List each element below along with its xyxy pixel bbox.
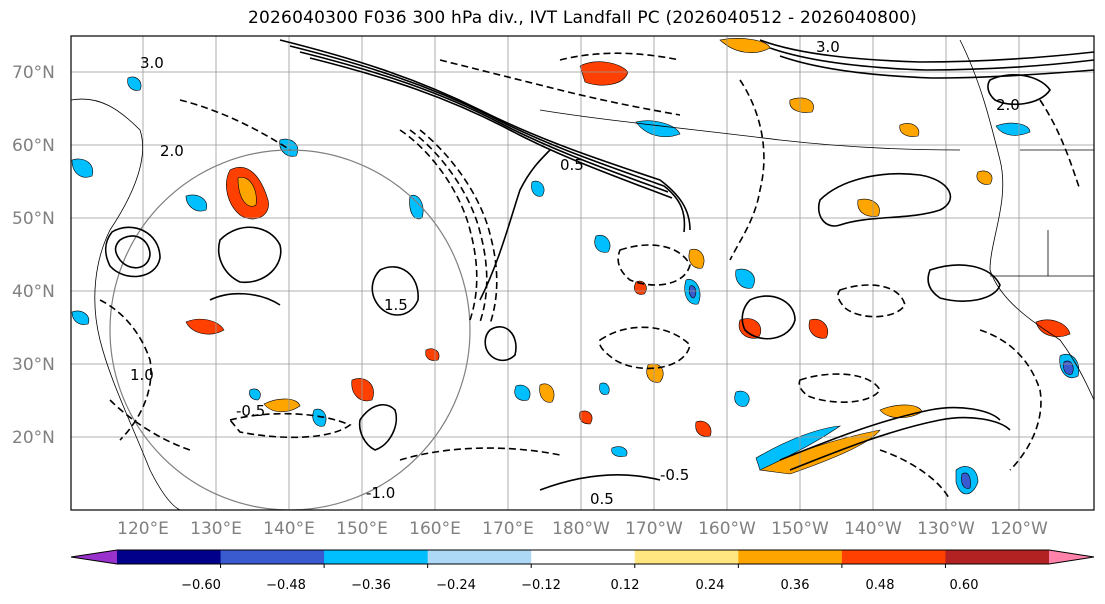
- lon-label: 140°W: [844, 519, 902, 539]
- colorbar-extend-high: [1049, 550, 1094, 564]
- lat-label: 60°N: [12, 136, 55, 156]
- colorbar-tick-label: 0.60: [950, 578, 979, 593]
- contour-label: 2.0: [160, 142, 184, 160]
- colorbar-tick-label: −0.36: [351, 578, 391, 593]
- colorbar-segment: [427, 550, 532, 564]
- lat-label: 70°N: [12, 63, 55, 83]
- divergence-shading: [71, 38, 1080, 495]
- colorbar-segment: [945, 550, 1050, 564]
- colorbar-tick-label: 0.24: [696, 578, 725, 593]
- lon-label: 150°W: [771, 519, 829, 539]
- lon-label: 120°W: [990, 519, 1048, 539]
- contour-label: 3.0: [140, 54, 164, 72]
- colorbar: −0.60 −0.48 −0.36 −0.24 −0.12 0.12 0.24 …: [70, 549, 1095, 593]
- lon-label: 170°W: [625, 519, 683, 539]
- lon-label: 130°W: [917, 519, 975, 539]
- lon-label: 130°E: [190, 519, 242, 539]
- contour-label: 2.0: [996, 96, 1020, 114]
- latitude-labels: 70°N 60°N 50°N 40°N 30°N 20°N: [12, 63, 55, 448]
- colorbar-tick-label: −0.24: [436, 578, 476, 593]
- lat-label: 30°N: [12, 355, 55, 375]
- colorbar-segment: [117, 550, 222, 564]
- contour-label: 1.5: [384, 296, 408, 314]
- colorbar-ticks: −0.60 −0.48 −0.36 −0.24 −0.12 0.12 0.24 …: [181, 578, 978, 593]
- colorbar-tick-label: −0.60: [181, 578, 221, 593]
- colorbar-tick-label: 0.12: [611, 578, 640, 593]
- colorbar-segment: [738, 550, 843, 564]
- solid-contours: [104, 39, 1094, 491]
- map-plot-area: 3.0 2.0 1.5 1.0 0.5 -0.5 -1.0 0.5 -0.5 3…: [71, 36, 1094, 510]
- colorbar-segment: [531, 550, 636, 564]
- colorbar-tick-label: −0.12: [521, 578, 561, 593]
- lon-label: 160°E: [409, 519, 461, 539]
- contour-label: 3.0: [816, 38, 840, 56]
- longitude-labels: 120°E 130°E 140°E 150°E 160°E 170°E 180°…: [117, 519, 1048, 539]
- lon-label: 180°W: [552, 519, 610, 539]
- colorbar-extend-low: [71, 550, 117, 564]
- lon-label: 160°W: [698, 519, 756, 539]
- contour-label: 0.5: [560, 156, 584, 174]
- colorbar-tick-label: 0.36: [781, 578, 810, 593]
- contour-label: 0.5: [590, 490, 614, 508]
- colorbar-outline: [70, 549, 1095, 565]
- dashed-contours: [99, 52, 1081, 501]
- colorbar-tick-label: 0.48: [866, 578, 895, 593]
- contour-label: 1.0: [130, 366, 154, 384]
- colorbar-segment: [324, 550, 429, 564]
- colorbar-segments: [70, 549, 1095, 568]
- colorbar-segment: [220, 550, 325, 564]
- lon-label: 170°E: [482, 519, 534, 539]
- map-title: 2026040300 F036 300 hPa div., IVT Landfa…: [248, 8, 917, 28]
- colorbar-segment: [634, 550, 739, 564]
- contour-label: -0.5: [236, 402, 265, 420]
- lat-label: 40°N: [12, 282, 55, 302]
- contour-label: -0.5: [660, 466, 689, 484]
- lon-label: 140°E: [263, 519, 315, 539]
- colorbar-segment: [841, 550, 946, 564]
- map-frame: [70, 35, 1095, 511]
- contour-label: -1.0: [366, 484, 395, 502]
- lat-label: 50°N: [12, 209, 55, 229]
- graticule-grid: [71, 36, 1094, 510]
- coastlines: [71, 39, 1094, 510]
- colorbar-tick-label: −0.48: [266, 578, 306, 593]
- lat-label: 20°N: [12, 428, 55, 448]
- lon-label: 120°E: [117, 519, 169, 539]
- contour-labels: 3.0 2.0 1.5 1.0 0.5 -0.5 -1.0 0.5 -0.5 3…: [130, 38, 1020, 508]
- lon-label: 150°E: [336, 519, 388, 539]
